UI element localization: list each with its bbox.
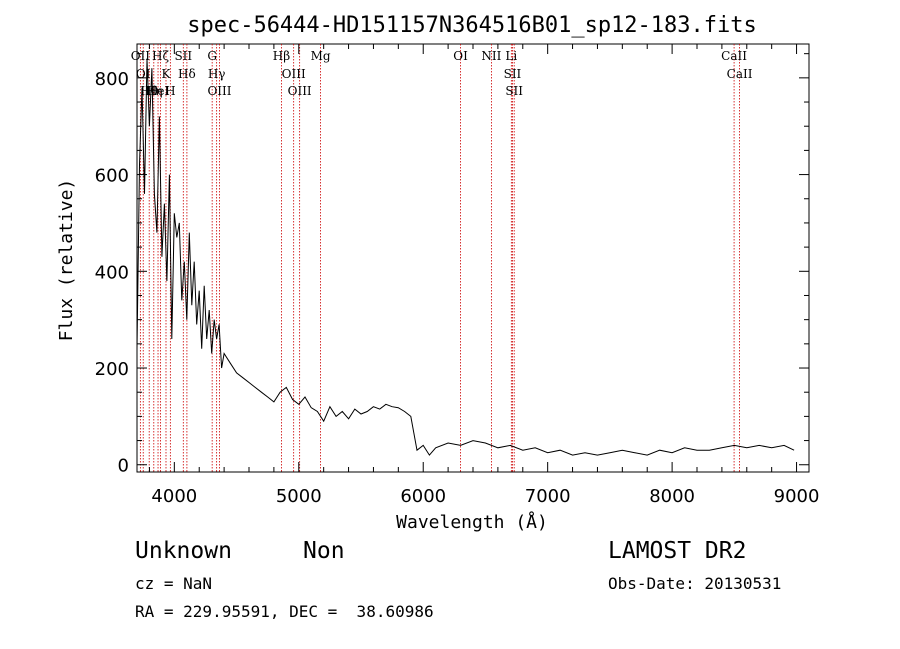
spectral-line-label: OIII bbox=[207, 84, 231, 98]
x-tick-label: 8000 bbox=[649, 486, 695, 507]
plot-frame bbox=[136, 43, 810, 473]
x-axis: 4000 5000 6000 7000 8000 9000 bbox=[148, 44, 820, 507]
obs-date: Obs-Date: 20130531 bbox=[608, 574, 782, 593]
spectral-line-label: Hδ bbox=[178, 67, 196, 81]
spectral-line-label: OII bbox=[131, 49, 151, 63]
y-tick-label: 400 bbox=[95, 262, 129, 283]
spectral-line-labels: OIIOIHθHηHeIHζKHSIIHδGHγOIIIHβOIIIOIIIMg… bbox=[131, 49, 753, 98]
spectral-lines bbox=[139, 44, 740, 472]
spectral-line-label: Li bbox=[505, 49, 517, 63]
survey-name: LAMOST DR2 bbox=[608, 538, 747, 564]
spectral-line-label: Hθ bbox=[140, 84, 158, 98]
y-axis: 0 200 400 600 800 bbox=[95, 53, 809, 477]
spectral-line-label: SII bbox=[174, 49, 192, 63]
spectral-line-label: Hζ bbox=[152, 49, 169, 63]
y-axis-label: Flux (relative) bbox=[56, 179, 77, 342]
object-class: Unknown bbox=[135, 538, 232, 564]
spectral-line-label: Hβ bbox=[273, 49, 290, 63]
spectral-line-label: OI bbox=[453, 49, 468, 63]
x-tick-label: 7000 bbox=[525, 486, 571, 507]
spectral-line-label: Hγ bbox=[208, 67, 226, 81]
spectral-line-label: OIII bbox=[288, 84, 312, 98]
spectral-line-label: H bbox=[165, 84, 175, 98]
spectrum-line bbox=[136, 58, 795, 456]
spectral-line-label: Mg bbox=[311, 49, 331, 63]
object-subclass: Non bbox=[303, 538, 345, 564]
x-tick-label: 9000 bbox=[774, 486, 820, 507]
spectral-line-label: K bbox=[162, 67, 172, 81]
spectral-line-label: CaII bbox=[721, 49, 747, 63]
spectral-line-label: G bbox=[207, 49, 217, 63]
spectral-line-label: OI bbox=[136, 67, 151, 81]
spectral-line-label: SII bbox=[504, 67, 522, 81]
y-tick-label: 0 bbox=[118, 456, 129, 477]
coordinates: RA = 229.95591, DEC = 38.60986 bbox=[135, 602, 434, 621]
x-axis-label: Wavelength (Å) bbox=[396, 511, 548, 533]
y-tick-label: 200 bbox=[95, 359, 129, 380]
spectral-line-label: Hη bbox=[145, 84, 163, 98]
y-tick-label: 800 bbox=[95, 69, 129, 90]
x-tick-label: 5000 bbox=[276, 486, 322, 507]
spectral-line-label: NII bbox=[481, 49, 501, 63]
spectral-line-label: OIII bbox=[282, 67, 306, 81]
chart-title: spec-56444-HD151157N364516B01_sp12-183.f… bbox=[187, 13, 757, 38]
x-tick-label: 6000 bbox=[400, 486, 446, 507]
x-tick-label: 4000 bbox=[151, 486, 197, 507]
spectral-line-label: SII bbox=[505, 84, 523, 98]
y-tick-label: 600 bbox=[95, 166, 129, 187]
spectral-line-label: CaII bbox=[727, 67, 753, 81]
redshift: cz = NaN bbox=[135, 574, 213, 593]
